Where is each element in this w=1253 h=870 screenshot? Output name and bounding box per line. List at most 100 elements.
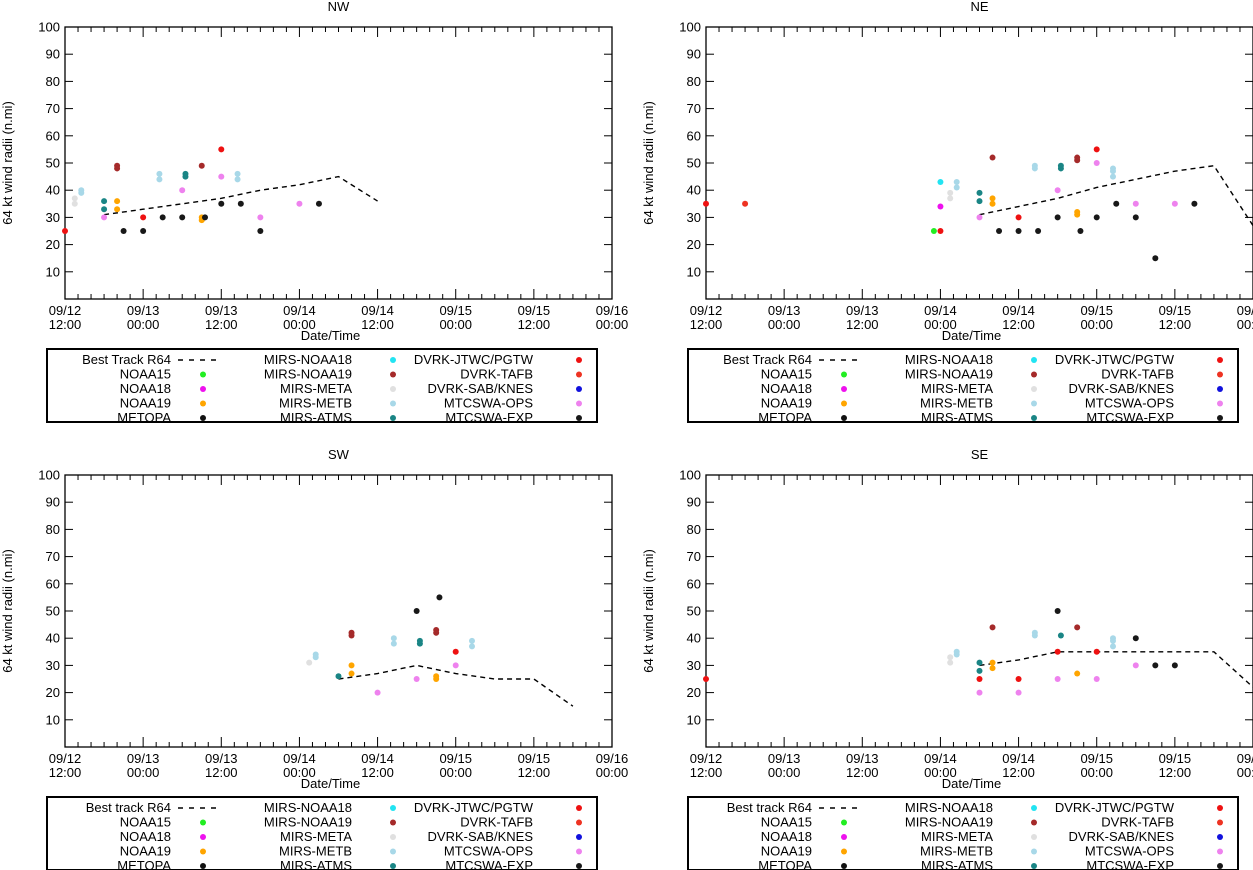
x-tick-label-date: 09/15 bbox=[439, 303, 472, 318]
legend-label: DVRK-JTWC/PGTW bbox=[1055, 352, 1175, 367]
x-tick-label-time: 12:00 bbox=[690, 317, 723, 332]
legend-swatch-mtcswa-ops bbox=[1217, 400, 1223, 407]
legend-label: METOPA bbox=[758, 410, 812, 425]
y-tick-label: 70 bbox=[687, 101, 701, 116]
legend-label: DVRK-SAB/KNES bbox=[1069, 829, 1175, 844]
y-tick-label: 10 bbox=[687, 264, 701, 279]
data-point-mirs-noaa19 bbox=[348, 629, 355, 636]
data-point-mirs-metb bbox=[156, 170, 163, 177]
x-tick-label-time: 12:00 bbox=[518, 765, 551, 780]
legend-label: NOAA18 bbox=[120, 829, 171, 844]
y-tick-label: 60 bbox=[46, 128, 60, 143]
y-tick-label: 100 bbox=[679, 468, 701, 483]
y-tick-label: 40 bbox=[46, 631, 60, 646]
data-point-mirs-atms bbox=[182, 170, 189, 177]
data-point-mtcswa-exp bbox=[1054, 214, 1061, 221]
legend-swatch-mirs-noaa18 bbox=[390, 357, 396, 363]
legend-label: MTCSWA-OPS bbox=[1085, 396, 1174, 411]
data-point-noaa19 bbox=[433, 673, 440, 680]
y-tick-label: 90 bbox=[687, 47, 701, 62]
y-tick-label: 90 bbox=[46, 47, 60, 62]
legend-label: NOAA19 bbox=[120, 844, 171, 859]
legend-label: DVRK-TAFB bbox=[1101, 367, 1174, 382]
legend-label: MIRS-META bbox=[280, 829, 352, 844]
x-tick-label-time: 00:00 bbox=[439, 317, 472, 332]
data-point-noaa19 bbox=[348, 670, 355, 677]
legend-swatch-mirs-meta bbox=[1031, 386, 1037, 392]
data-point-mtcswa-exp bbox=[218, 200, 225, 207]
legend-swatch-noaa18 bbox=[841, 834, 847, 840]
data-point-mtcswa-exp bbox=[1035, 228, 1042, 234]
legend-swatch-mirs-noaa18 bbox=[1031, 357, 1037, 363]
data-point-mtcswa-exp bbox=[413, 608, 420, 614]
chart-panel-nw: NW10203040506070809010009/1212:0009/1300… bbox=[0, 0, 628, 425]
data-point-mirs-meta bbox=[306, 659, 313, 666]
data-point-mirs-metb bbox=[1109, 165, 1116, 172]
legend-label: DVRK-TAFB bbox=[460, 815, 533, 830]
x-tick-label-time: 12:00 bbox=[846, 317, 879, 332]
x-axis-label: Date/Time bbox=[301, 776, 360, 791]
best-track-line bbox=[979, 651, 1253, 688]
x-tick-label-date: 09/14 bbox=[1002, 303, 1035, 318]
legend-swatch-mirs-meta bbox=[390, 834, 396, 840]
x-tick-label-time: 00:00 bbox=[924, 765, 957, 780]
legend-swatch-metopa bbox=[200, 415, 206, 421]
data-point-noaa19 bbox=[114, 206, 121, 213]
x-tick-label-date: 09/14 bbox=[361, 751, 394, 766]
legend-frame bbox=[687, 348, 1239, 423]
data-point-mirs-atms bbox=[976, 659, 983, 666]
x-tick-label-date: 09/14 bbox=[1002, 751, 1035, 766]
y-tick-label: 20 bbox=[46, 685, 60, 700]
x-tick-label-time: 00:00 bbox=[1080, 765, 1113, 780]
legend-label: METOPA bbox=[117, 858, 171, 870]
chart-panel-sw: SW10203040506070809010009/1212:0009/1300… bbox=[0, 447, 628, 870]
y-tick-label: 50 bbox=[46, 156, 60, 171]
x-tick-label-time: 00:00 bbox=[439, 765, 472, 780]
data-point-mirs-noaa19 bbox=[433, 627, 440, 634]
x-tick-label-date: 09/14 bbox=[283, 751, 316, 766]
legend-swatch-mirs-metb bbox=[390, 848, 396, 855]
data-point-dvrk-jtwc-pgtw bbox=[703, 200, 709, 207]
legend-label: MTCSWA-OPS bbox=[1085, 844, 1174, 859]
x-tick-label-time: 00:00 bbox=[596, 765, 629, 780]
legend-swatch-dvrk-jtwc-pgtw bbox=[576, 357, 582, 363]
legend-label: MIRS-ATMS bbox=[921, 858, 993, 870]
x-tick-label-time: 00:00 bbox=[924, 317, 957, 332]
legend-label: MIRS-METB bbox=[279, 844, 352, 859]
data-point-mirs-metb bbox=[468, 637, 475, 644]
data-point-mirs-metb bbox=[1109, 173, 1116, 180]
data-point-dvrk-jtwc-pgtw bbox=[1093, 648, 1100, 655]
x-tick-label-date: 09/13 bbox=[127, 751, 160, 766]
legend-label: MTCSWA-EXP bbox=[1086, 858, 1174, 870]
data-point-mtcswa-ops bbox=[179, 187, 186, 194]
y-tick-label: 80 bbox=[46, 522, 60, 537]
plot-frame bbox=[705, 26, 1253, 300]
x-tick-label-date: 09/14 bbox=[924, 303, 957, 318]
legend-label: METOPA bbox=[758, 858, 812, 870]
legend-label: DVRK-SAB/KNES bbox=[1069, 381, 1175, 396]
data-point-mtcswa-ops bbox=[1132, 662, 1139, 669]
x-tick-label-date: 09/16 bbox=[596, 751, 629, 766]
data-point-mtcswa-exp bbox=[120, 228, 127, 234]
data-point-mtcswa-exp bbox=[1152, 255, 1159, 262]
legend-swatch-dvrk-sab-knes bbox=[576, 386, 582, 392]
data-point-mtcswa-exp bbox=[179, 214, 186, 221]
x-tick-label-time: 12:00 bbox=[690, 765, 723, 780]
legend-label: MIRS-METB bbox=[920, 844, 993, 859]
data-point-mtcswa-exp bbox=[1132, 635, 1139, 642]
legend-swatch-mirs-noaa19 bbox=[1031, 819, 1037, 826]
data-point-mirs-meta bbox=[71, 200, 78, 207]
data-point-mtcswa-ops bbox=[413, 676, 420, 682]
x-tick-label-time: 12:00 bbox=[361, 765, 394, 780]
x-tick-label-time: 12:00 bbox=[1002, 317, 1035, 332]
data-point-noaa19 bbox=[1074, 208, 1081, 215]
x-tick-label-time: 12:00 bbox=[1159, 317, 1192, 332]
data-point-mirs-metb bbox=[468, 643, 475, 650]
legend-swatch-mtcswa-exp bbox=[1217, 415, 1223, 421]
data-point-mirs-noaa19 bbox=[1074, 154, 1081, 161]
data-point-mirs-atms bbox=[976, 189, 983, 196]
data-point-mirs-meta bbox=[947, 189, 954, 196]
x-tick-label-date: 09/13 bbox=[846, 303, 879, 318]
data-point-mtcswa-exp bbox=[315, 200, 322, 207]
data-point-mtcswa-exp bbox=[1015, 228, 1022, 234]
